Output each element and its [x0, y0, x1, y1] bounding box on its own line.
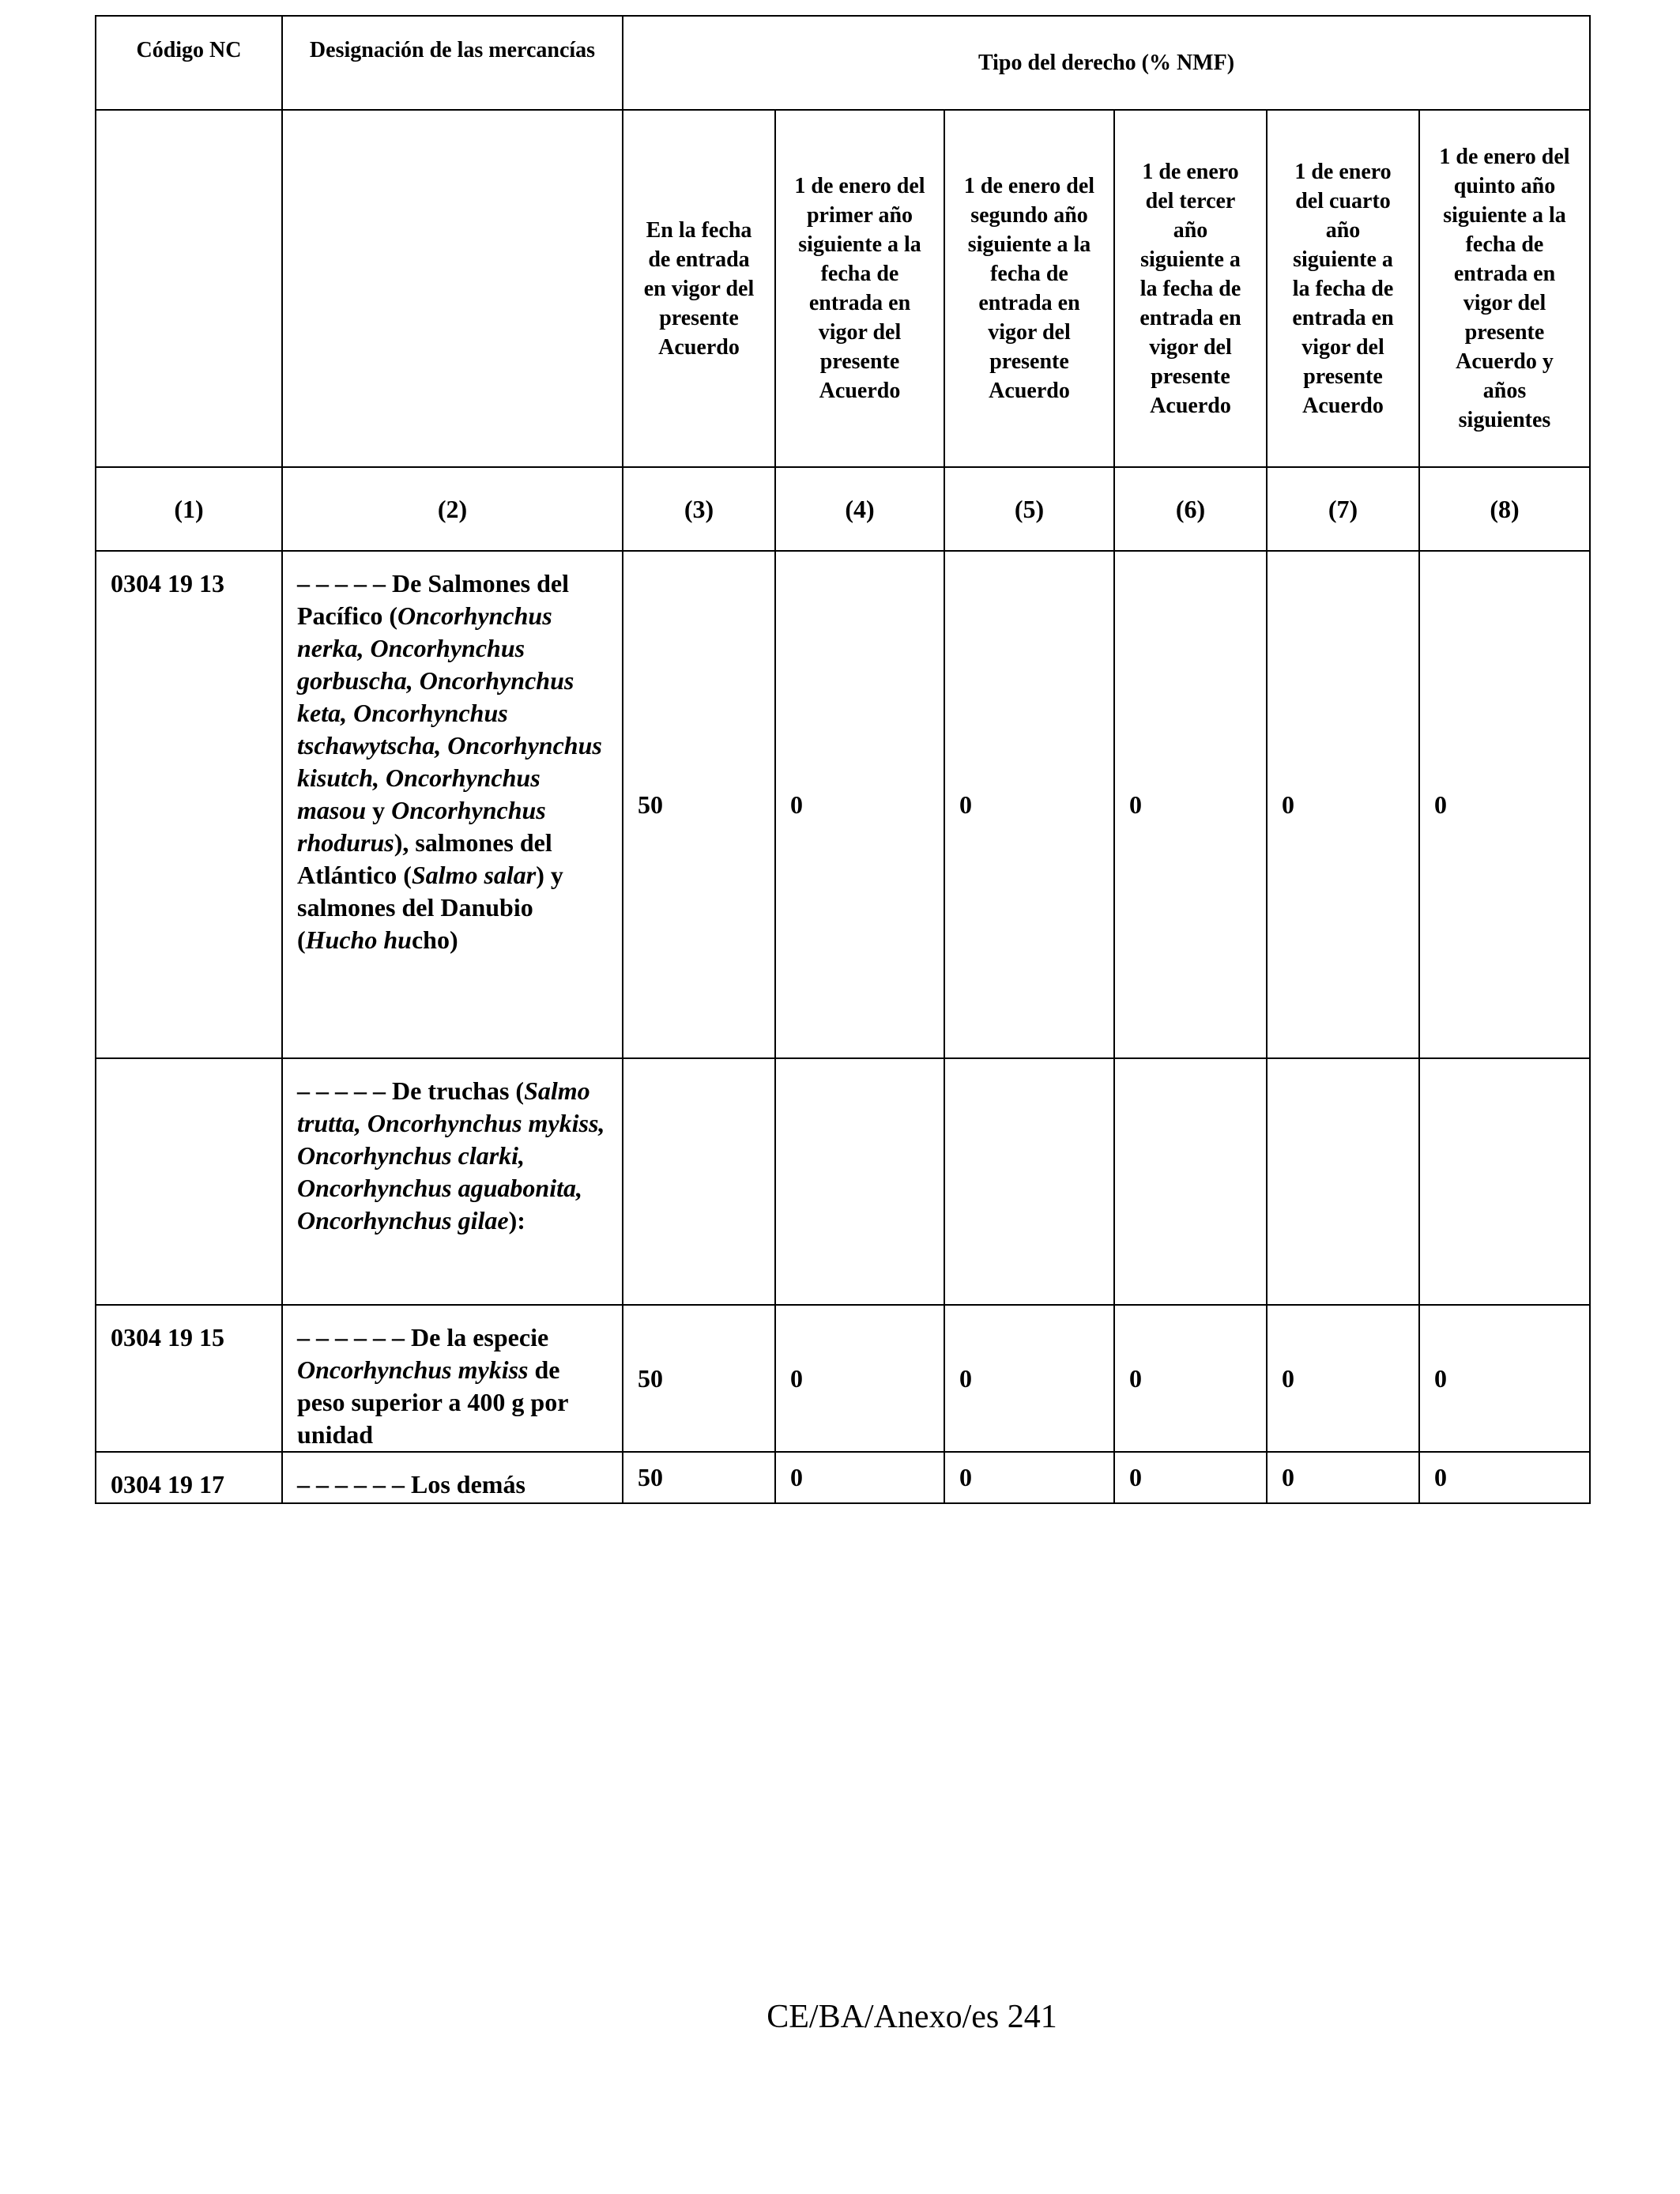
duty-rate: 0	[944, 550, 1115, 1059]
tariff-table: Código NC Designación de las mercancías …	[95, 15, 1591, 1504]
goods-description: – – – – – – Los demás	[281, 1451, 623, 1504]
table-row: 0304 19 15– – – – – – De la especie Onco…	[95, 1304, 1591, 1453]
description-segment: – – – – – De truchas (	[297, 1076, 525, 1105]
duty-rate: 0	[944, 1451, 1115, 1504]
subheader-entry-into-force: En la fecha de entrada en vigor del pres…	[622, 109, 776, 468]
duty-rate	[944, 1057, 1115, 1306]
column-number: (6)	[1113, 466, 1268, 552]
table-row: – – – – – De truchas (Salmo trutta, Onco…	[95, 1057, 1591, 1306]
goods-description: – – – – – De truchas (Salmo trutta, Onco…	[281, 1057, 623, 1306]
duty-rate: 0	[944, 1304, 1115, 1453]
description-italic-segment: Hucho hu	[305, 925, 412, 954]
subheader-row: En la fecha de entrada en vigor del pres…	[95, 109, 1591, 468]
table-row: 0304 19 17– – – – – – Los demás 50 0 0 0 0 0	[95, 1451, 1591, 1504]
duty-rate	[1266, 1057, 1420, 1306]
duty-rate: 50	[622, 550, 776, 1059]
subheader-year-4: 1 de enero del cuarto año siguiente a la…	[1266, 109, 1420, 468]
subheader-year-3: 1 de enero del tercer año siguiente a la…	[1113, 109, 1268, 468]
description-italic-segment: Oncorhynchus mykiss	[297, 1355, 529, 1384]
description-italic-segment: Oncorhynchus nerka, Oncorhynchus gorbusc…	[297, 601, 602, 824]
header-designation: Designación de las mercancías	[281, 15, 623, 111]
header-code: Código NC	[95, 15, 283, 111]
duty-rate: 0	[1266, 550, 1420, 1059]
description-segment: de peso superior a 400 g por unidad	[297, 1355, 568, 1449]
duty-rate	[774, 1057, 945, 1306]
cn-code: 0304 19 17	[95, 1451, 283, 1504]
description-segment: y	[366, 796, 392, 824]
description-segment: ), salmones del Atlántico (	[297, 828, 552, 889]
column-number-row: (1) (2) (3) (4) (5) (6) (7) (8)	[95, 466, 1591, 552]
header-duty-type: Tipo del derecho (% NMF)	[622, 15, 1591, 111]
subheader-empty	[95, 109, 283, 468]
description-italic-segment: Salmo salar	[411, 861, 537, 889]
description-segment: – – – – – De Salmones del Pacífico (	[297, 569, 569, 630]
duty-rate: 0	[774, 1304, 945, 1453]
duty-rate: 0	[1113, 1451, 1268, 1504]
duty-rate: 0	[1418, 1451, 1591, 1504]
description-segment: ) y salmones del Danubio (	[297, 861, 563, 954]
duty-rate	[1418, 1057, 1591, 1306]
subheader-year-1: 1 de enero del primer año siguiente a la…	[774, 109, 945, 468]
duty-rate: 0	[1113, 1304, 1268, 1453]
goods-description: – – – – – – De la especie Oncorhynchus m…	[281, 1304, 623, 1453]
subheader-year-5: 1 de enero del quinto año siguiente a la…	[1418, 109, 1591, 468]
column-number: (4)	[774, 466, 945, 552]
page-footer: CE/BA/Anexo/es 241	[767, 1999, 1057, 2035]
cn-code	[95, 1057, 283, 1306]
duty-rate: 50	[622, 1451, 776, 1504]
goods-description: – – – – – De Salmones del Pacífico (Onco…	[281, 550, 623, 1059]
duty-rate: 50	[622, 1304, 776, 1453]
header-row: Código NC Designación de las mercancías …	[95, 15, 1591, 111]
subheader-empty	[281, 109, 623, 468]
duty-rate	[1113, 1057, 1268, 1306]
duty-rate: 0	[774, 1451, 945, 1504]
description-segment: – – – – – – Los demás	[297, 1470, 525, 1498]
description-italic-segment: Oncorhynchus rhodurus	[297, 796, 546, 857]
column-number: (8)	[1418, 466, 1591, 552]
duty-rate: 0	[774, 550, 945, 1059]
duty-rate: 0	[1266, 1304, 1420, 1453]
column-number: (2)	[281, 466, 623, 552]
column-number: (3)	[622, 466, 776, 552]
table-row: 0304 19 13– – – – – De Salmones del Pací…	[95, 550, 1591, 1059]
description-segment: ):	[508, 1206, 525, 1235]
description-italic-segment: Salmo trutta, Oncorhynchus mykiss, Oncor…	[297, 1076, 605, 1235]
description-segment: – – – – – – De la especie	[297, 1323, 549, 1351]
duty-rate: 0	[1418, 1304, 1591, 1453]
subheader-year-2: 1 de enero del segundo año siguiente a l…	[944, 109, 1115, 468]
cn-code: 0304 19 15	[95, 1304, 283, 1453]
column-number: (7)	[1266, 466, 1420, 552]
duty-rate: 0	[1266, 1451, 1420, 1504]
duty-rate: 0	[1418, 550, 1591, 1059]
duty-rate	[622, 1057, 776, 1306]
column-number: (5)	[944, 466, 1115, 552]
column-number: (1)	[95, 466, 283, 552]
description-segment: cho)	[411, 925, 458, 954]
cn-code: 0304 19 13	[95, 550, 283, 1059]
duty-rate: 0	[1113, 550, 1268, 1059]
